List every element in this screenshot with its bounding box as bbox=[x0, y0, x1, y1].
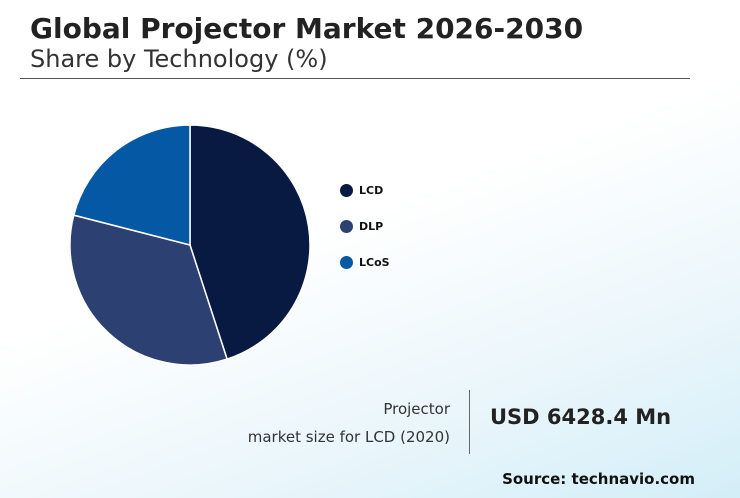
chart-title: Global Projector Market 2026-2030 bbox=[30, 12, 584, 45]
market-size-value: USD 6428.4 Mn bbox=[490, 405, 672, 429]
legend-swatch bbox=[340, 219, 353, 233]
pie-slice-lcos bbox=[72, 124, 191, 246]
legend-swatch bbox=[340, 183, 353, 197]
legend-item-lcos: LCoS bbox=[340, 244, 390, 280]
legend-label: LCD bbox=[359, 183, 384, 197]
legend-swatch bbox=[340, 255, 353, 269]
legend-item-lcd: LCD bbox=[340, 172, 390, 208]
legend-item-dlp: DLP bbox=[340, 208, 390, 244]
pie-slice-lcd bbox=[189, 124, 311, 361]
market-size-caption-line2: market size for LCD (2020) bbox=[247, 428, 450, 446]
pie-slice-dlp bbox=[69, 214, 229, 366]
chart-subtitle: Share by Technology (%) bbox=[30, 45, 328, 73]
caption-divider bbox=[469, 390, 470, 454]
market-size-caption-line1: Projector bbox=[383, 400, 450, 418]
legend-label: LCoS bbox=[359, 255, 390, 269]
chart-legend: LCD DLP LCoS bbox=[340, 172, 390, 280]
title-divider bbox=[20, 78, 690, 79]
legend-label: DLP bbox=[359, 219, 384, 233]
source-text: Source: technavio.com bbox=[502, 470, 695, 488]
